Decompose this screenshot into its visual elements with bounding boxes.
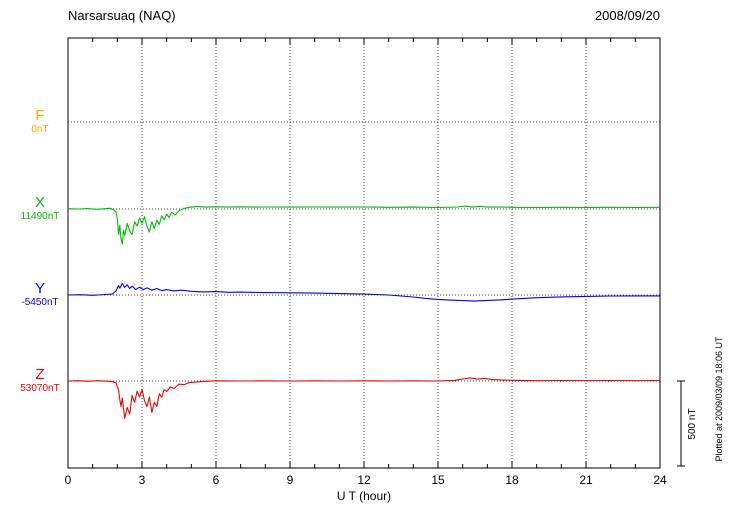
trace-z [67,377,661,419]
series-letter-f: F [35,107,45,124]
x-tick-label: 6 [213,473,220,487]
x-tick-label: 0 [65,473,72,487]
series-baseline-x: 11490nT [20,211,60,223]
x-tick-label: 9 [287,473,294,487]
series-label-f: F 0nT [2,107,78,136]
plotted-at-note: Plotted at 2009/03/09 18:06 UT [714,336,724,462]
x-axis-label: U T (hour) [336,489,392,503]
series-label-x: X 11490nT [2,194,78,223]
series-baseline-y: -5450nT [21,297,59,309]
trace-y [67,282,660,302]
page-date: 2008/09/20 [594,8,660,23]
x-tick-label: 3 [139,473,146,487]
scale-bar-label: 500 nT [687,408,698,439]
trace-x [67,205,661,245]
series-label-y: Y -5450nT [2,280,78,309]
series-baseline-z: 53070nT [20,383,60,395]
x-tick-label: 21 [579,473,593,487]
series-letter-z: Z [35,366,45,383]
series-baseline-f: 0nT [31,124,49,136]
page-title: Narsarsuaq (NAQ) [68,8,176,23]
series-letter-x: X [34,194,45,211]
x-tick-label: 18 [505,473,519,487]
x-tick-label: 15 [431,473,445,487]
plot-border [67,37,661,469]
x-tick-label: 12 [357,473,371,487]
series-letter-y: Y [34,280,45,297]
x-tick-label: 24 [653,473,667,487]
series-label-z: Z 53070nT [2,366,78,395]
